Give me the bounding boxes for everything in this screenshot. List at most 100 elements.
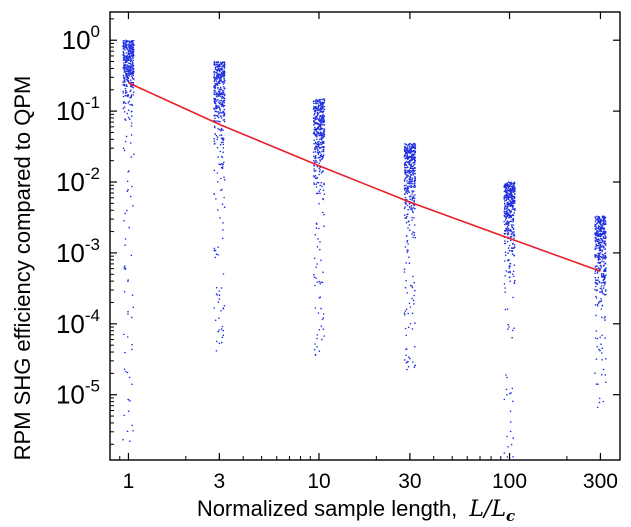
scatter-point xyxy=(599,244,601,246)
scatter-point xyxy=(410,167,413,170)
scatter-point xyxy=(600,266,603,268)
scatter-point xyxy=(220,75,223,77)
scatter-point xyxy=(127,189,129,191)
scatter-point xyxy=(122,90,125,93)
scatter-point xyxy=(217,64,219,66)
scatter-point xyxy=(595,295,597,298)
scatter-point xyxy=(510,250,512,252)
scatter-point xyxy=(217,111,220,113)
scatter-point xyxy=(412,164,415,167)
scatter-point xyxy=(123,52,125,54)
scatter-point xyxy=(405,334,408,337)
scatter-point xyxy=(412,275,414,278)
scatter-point xyxy=(513,282,516,285)
scatter-point xyxy=(413,217,415,219)
scatter-point xyxy=(127,52,130,54)
scatter-point xyxy=(223,206,226,208)
scatter-point xyxy=(216,115,219,117)
scatter-point xyxy=(126,112,129,115)
scatter-point xyxy=(129,440,131,443)
scatter-point xyxy=(316,246,319,248)
scatter-point xyxy=(507,323,510,326)
scatter-point xyxy=(122,59,125,61)
scatter-point xyxy=(124,119,127,121)
scatter-point xyxy=(127,116,130,119)
scatter-point xyxy=(222,143,225,146)
scatter-point xyxy=(220,287,223,289)
scatter-point xyxy=(413,186,416,188)
scatter-point xyxy=(126,61,128,63)
scatter-point xyxy=(408,185,410,188)
scatter-point xyxy=(132,67,135,70)
scatter-point xyxy=(219,80,222,82)
scatter-point xyxy=(413,146,415,149)
scatter-point xyxy=(131,424,133,427)
scatter-point xyxy=(313,142,315,145)
scatter-point xyxy=(408,224,411,226)
scatter-point xyxy=(602,279,605,282)
scatter-point xyxy=(513,182,515,185)
scatter-point xyxy=(216,146,219,149)
scatter-point xyxy=(411,285,413,287)
scatter-point xyxy=(602,287,605,289)
scatter-point xyxy=(603,230,605,233)
scatter-point xyxy=(603,261,605,263)
scatter-point xyxy=(597,240,600,243)
scatter-point xyxy=(321,127,324,130)
scatter-point xyxy=(600,242,603,244)
scatter-point xyxy=(218,128,221,131)
scatter-point xyxy=(323,193,326,195)
scatter-point xyxy=(508,276,511,278)
scatter-point xyxy=(131,69,133,71)
scatter-point xyxy=(603,247,605,249)
scatter-point xyxy=(124,94,127,97)
scatter-point xyxy=(599,291,602,293)
scatter-point xyxy=(408,180,410,183)
scatter-point xyxy=(128,100,131,103)
scatter-point xyxy=(600,287,602,290)
scatter-point xyxy=(512,437,514,439)
scatter-point xyxy=(508,265,511,268)
scatter-point xyxy=(596,283,599,285)
scatter-point xyxy=(409,142,412,145)
scatter-point xyxy=(320,281,322,284)
scatter-point xyxy=(597,215,600,218)
scatter-point xyxy=(317,108,320,110)
scatter-point xyxy=(223,64,226,67)
scatter-point xyxy=(504,240,506,242)
scatter-point xyxy=(514,279,516,282)
scatter-point xyxy=(414,150,417,153)
scatter-point xyxy=(219,78,221,80)
scatter-point xyxy=(319,128,322,131)
scatter-point xyxy=(413,161,416,163)
scatter-point xyxy=(222,273,225,275)
scatter-point xyxy=(509,430,512,433)
y-tick-label: 10-5 xyxy=(56,377,100,410)
scatter-point xyxy=(509,216,512,219)
scatter-point xyxy=(318,296,321,299)
scatter-point xyxy=(125,91,127,94)
scatter-point xyxy=(129,195,132,198)
scatter-point xyxy=(503,220,505,223)
scatter-point xyxy=(319,125,322,128)
scatter-point xyxy=(217,68,219,71)
scatter-point xyxy=(412,207,415,209)
scatter-point xyxy=(596,272,599,274)
scatter-point xyxy=(127,79,130,82)
scatter-point xyxy=(506,188,509,191)
scatter-point xyxy=(512,270,515,273)
scatter-point xyxy=(409,198,412,200)
scatter-point xyxy=(217,81,220,84)
scatter-point xyxy=(131,383,133,386)
scatter-point xyxy=(511,226,513,228)
scatter-point xyxy=(322,271,324,274)
scatter-point xyxy=(218,112,220,115)
scatter-point xyxy=(318,156,321,159)
scatter-point xyxy=(216,78,218,80)
scatter-point xyxy=(322,317,325,319)
scatter-point xyxy=(217,330,219,333)
scatter-point xyxy=(404,327,407,330)
scatter-point xyxy=(322,150,325,153)
scatter-point xyxy=(505,210,507,213)
scatter-point xyxy=(322,140,325,143)
